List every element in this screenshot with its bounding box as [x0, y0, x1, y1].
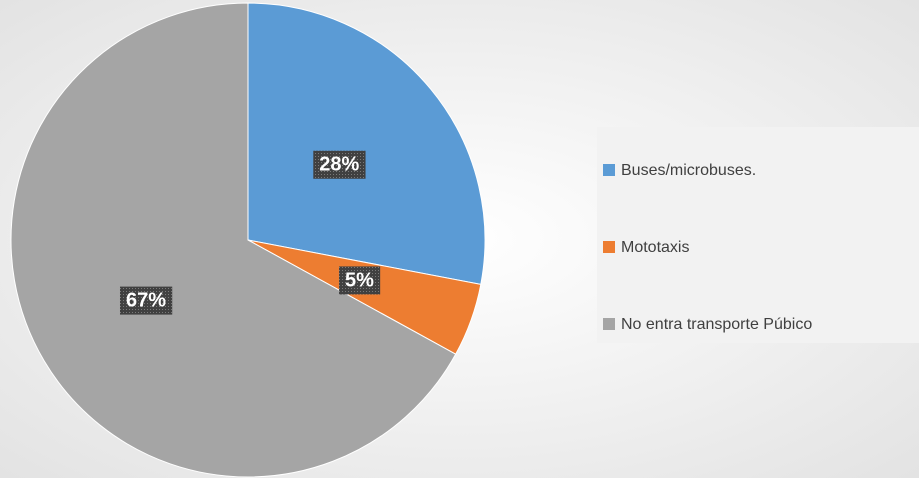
legend: Buses/microbuses. Mototaxis No entra trans…	[603, 162, 812, 333]
data-label-box	[119, 286, 173, 315]
legend-swatch	[603, 241, 615, 253]
legend-label: No entra transporte Púbico	[621, 316, 812, 333]
data-label-group: 28%	[313, 150, 366, 179]
data-label-group: 5%	[339, 266, 381, 295]
data-label-group: 67%	[119, 286, 173, 315]
data-label: 28%	[319, 154, 359, 176]
data-label-box	[313, 150, 366, 179]
legend-label: Mototaxis	[621, 239, 689, 256]
data-label: 5%	[345, 269, 374, 291]
pie-slice	[10, 2, 457, 478]
legend-swatch	[603, 164, 615, 176]
pie-slice	[247, 2, 486, 285]
data-label-box	[339, 266, 381, 295]
data-label: 67%	[126, 290, 166, 312]
data-labels: 28% 5% 67%	[119, 150, 381, 315]
legend-label: Buses/microbuses.	[621, 162, 756, 179]
legend-box	[597, 127, 919, 343]
pie	[10, 2, 486, 478]
legend-swatch	[603, 318, 615, 330]
